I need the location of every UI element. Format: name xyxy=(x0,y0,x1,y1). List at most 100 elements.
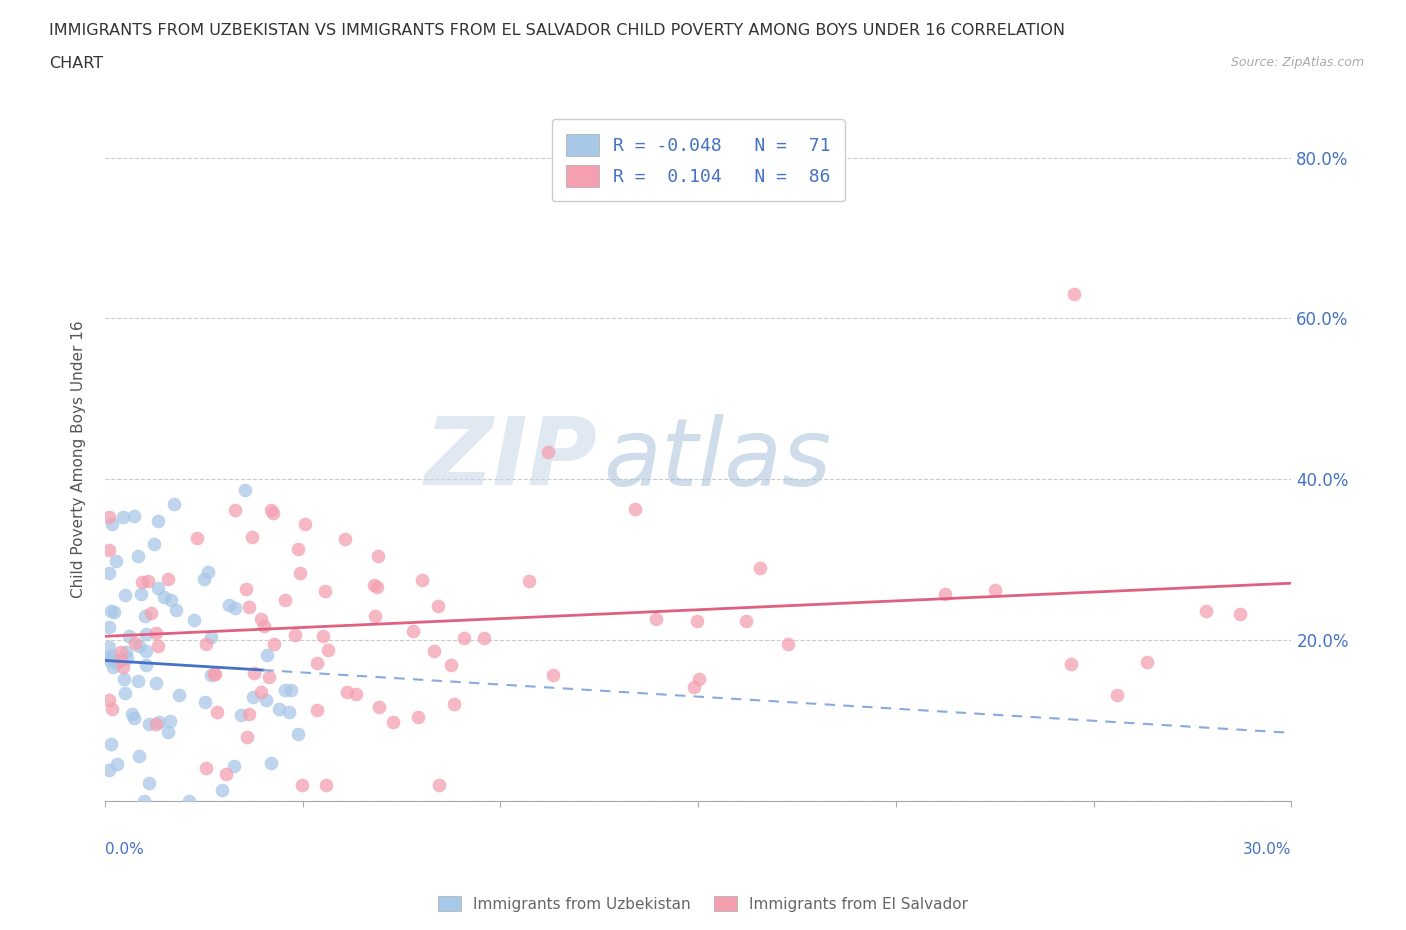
Point xyxy=(100,737,122,751)
Legend: Immigrants from Uzbekistan, Immigrants from El Salvador: Immigrants from Uzbekistan, Immigrants f… xyxy=(432,889,974,918)
Point xyxy=(200,630,222,644)
Point xyxy=(274,592,297,607)
Point xyxy=(139,605,162,620)
Point xyxy=(260,502,283,517)
Point xyxy=(97,542,120,557)
Point xyxy=(97,762,120,777)
Point xyxy=(122,711,145,725)
Point xyxy=(167,688,190,703)
Point xyxy=(336,685,359,700)
Point xyxy=(224,601,246,616)
Point xyxy=(250,611,273,626)
Point xyxy=(236,729,259,744)
Point xyxy=(1136,655,1159,670)
Point xyxy=(128,638,150,653)
Point xyxy=(686,613,709,628)
Point xyxy=(107,756,129,771)
Point xyxy=(131,575,153,590)
Point xyxy=(1229,607,1251,622)
Text: 0.0%: 0.0% xyxy=(105,843,143,857)
Point xyxy=(100,604,122,618)
Point xyxy=(260,756,283,771)
Point xyxy=(541,667,564,682)
Point xyxy=(135,644,157,658)
Point xyxy=(146,639,169,654)
Point xyxy=(157,724,180,739)
Point xyxy=(233,483,256,498)
Point xyxy=(735,614,758,629)
Point xyxy=(159,713,181,728)
Point xyxy=(202,667,225,682)
Point xyxy=(364,608,387,623)
Point xyxy=(101,517,124,532)
Point xyxy=(280,683,302,698)
Point xyxy=(132,794,155,809)
Point xyxy=(536,445,558,460)
Point xyxy=(238,706,260,721)
Point xyxy=(114,685,136,700)
Point xyxy=(200,668,222,683)
Point xyxy=(97,565,120,580)
Point xyxy=(138,574,160,589)
Point xyxy=(115,650,138,665)
Point xyxy=(934,587,956,602)
Point xyxy=(1107,688,1129,703)
Point xyxy=(314,584,336,599)
Point xyxy=(97,653,120,668)
Point xyxy=(160,592,183,607)
Point xyxy=(115,644,138,659)
Point xyxy=(427,598,450,613)
Point xyxy=(97,650,120,665)
Point xyxy=(683,680,706,695)
Point xyxy=(97,510,120,525)
Point xyxy=(749,561,772,576)
Point xyxy=(238,600,260,615)
Point xyxy=(101,702,124,717)
Point xyxy=(97,619,120,634)
Point xyxy=(242,689,264,704)
Point xyxy=(101,659,124,674)
Point xyxy=(215,766,238,781)
Point xyxy=(429,777,451,792)
Point xyxy=(124,636,146,651)
Point xyxy=(263,637,285,652)
Point xyxy=(97,639,120,654)
Point xyxy=(128,549,150,564)
Point xyxy=(97,693,120,708)
Text: CHART: CHART xyxy=(49,56,103,71)
Point xyxy=(186,530,208,545)
Point xyxy=(242,530,264,545)
Point xyxy=(262,506,284,521)
Point xyxy=(195,761,218,776)
Point xyxy=(197,565,219,579)
Point xyxy=(382,714,405,729)
Point xyxy=(287,727,309,742)
Point xyxy=(193,571,215,586)
Point xyxy=(315,777,337,792)
Point xyxy=(253,618,276,633)
Point xyxy=(134,608,156,623)
Point xyxy=(211,783,233,798)
Point xyxy=(367,549,389,564)
Point xyxy=(1063,286,1085,301)
Point xyxy=(122,509,145,524)
Point xyxy=(423,644,446,658)
Point xyxy=(443,697,465,711)
Point xyxy=(224,758,246,773)
Legend: R = -0.048   N =  71, R =  0.104   N =  86: R = -0.048 N = 71, R = 0.104 N = 86 xyxy=(551,119,845,202)
Point xyxy=(110,644,132,659)
Point xyxy=(156,572,179,587)
Point xyxy=(316,643,339,658)
Point xyxy=(284,628,307,643)
Point xyxy=(121,706,143,721)
Point xyxy=(100,647,122,662)
Point xyxy=(194,636,217,651)
Point xyxy=(267,701,290,716)
Point xyxy=(135,658,157,672)
Point xyxy=(138,776,160,790)
Point xyxy=(163,497,186,512)
Point xyxy=(103,604,125,619)
Point xyxy=(312,628,335,643)
Point xyxy=(291,777,314,792)
Point xyxy=(644,612,666,627)
